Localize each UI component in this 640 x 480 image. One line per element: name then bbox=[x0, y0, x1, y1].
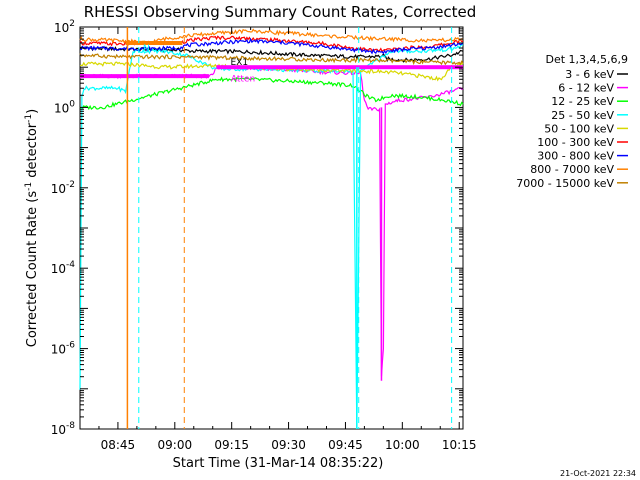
y-axis-label: Corrected Count Rate (s-1 detector-1) bbox=[24, 109, 40, 347]
x-tick-label: 10:00 bbox=[385, 438, 420, 452]
thick-bar bbox=[216, 65, 463, 70]
y-axis-label-main: Corrected Count Rate (s bbox=[25, 191, 40, 348]
series-line bbox=[79, 45, 464, 63]
legend-label: 7000 - 15000 keV bbox=[516, 177, 614, 190]
timestamp: 21-Oct-2021 22:34 bbox=[560, 469, 636, 478]
series-line bbox=[79, 64, 464, 377]
plot-frame bbox=[79, 26, 464, 430]
annotation-label: Atten bbox=[231, 74, 255, 84]
series-line bbox=[79, 76, 464, 111]
y-axis-label-end: ) bbox=[25, 109, 40, 114]
y-axis-label-sup2: -1 bbox=[24, 114, 34, 123]
y-axis-label-mid: detector bbox=[25, 122, 40, 182]
x-axis-ticks: 08:45 09:00 09:15 09:30 09:45 10:00 10:15 bbox=[79, 27, 477, 452]
legend-label: 100 - 300 keV bbox=[537, 136, 614, 149]
x-tick-label: 10:15 bbox=[442, 438, 477, 452]
y-tick-label: 10-8 bbox=[51, 421, 76, 437]
x-tick-label: 09:30 bbox=[271, 438, 306, 452]
chart-title: RHESSI Observing Summary Count Rates, Co… bbox=[84, 3, 477, 21]
legend-title: Det 1,3,4,5,6,9 bbox=[545, 53, 628, 66]
legend-label: 300 - 800 keV bbox=[537, 150, 614, 163]
thick-bar bbox=[125, 40, 183, 45]
series-layer bbox=[79, 28, 464, 428]
legend-label: 3 - 6 keV bbox=[565, 68, 614, 81]
y-tick-label: 100 bbox=[54, 99, 75, 115]
annotation-label: N bbox=[143, 44, 150, 54]
y-tick-label: 10-2 bbox=[51, 180, 75, 196]
x-tick-label: 09:00 bbox=[158, 438, 193, 452]
legend-label: 6 - 12 keV bbox=[558, 82, 614, 95]
annotation-layer: N Atten EX1 bbox=[143, 44, 255, 84]
legend-label: 800 - 7000 keV bbox=[530, 163, 614, 176]
y-tick-label: 10-4 bbox=[51, 260, 76, 276]
series-line bbox=[79, 43, 464, 428]
series-line bbox=[79, 53, 464, 66]
x-tick-label: 09:45 bbox=[328, 438, 363, 452]
y-tick-label: 102 bbox=[54, 19, 75, 35]
thick-bar bbox=[80, 74, 209, 79]
y-axis-label-sup1: -1 bbox=[24, 182, 34, 191]
legend-label: 25 - 50 keV bbox=[551, 109, 614, 122]
y-tick-label: 10-6 bbox=[51, 341, 76, 357]
y-axis-ticks: 102 100 10-2 10-4 10-6 10-8 bbox=[51, 19, 463, 437]
x-tick-label: 08:45 bbox=[101, 438, 136, 452]
x-tick-label: 09:15 bbox=[214, 438, 249, 452]
legend-label: 50 - 100 keV bbox=[544, 122, 614, 135]
x-axis-label: Start Time (31-Mar-14 08:35:22) bbox=[173, 456, 384, 471]
annotation-label: EX1 bbox=[230, 58, 248, 68]
plot-area: N Atten EX1 bbox=[79, 26, 464, 430]
marker-layer bbox=[80, 27, 463, 429]
legend-label: 12 - 25 keV bbox=[551, 95, 614, 108]
series-line bbox=[79, 37, 464, 55]
